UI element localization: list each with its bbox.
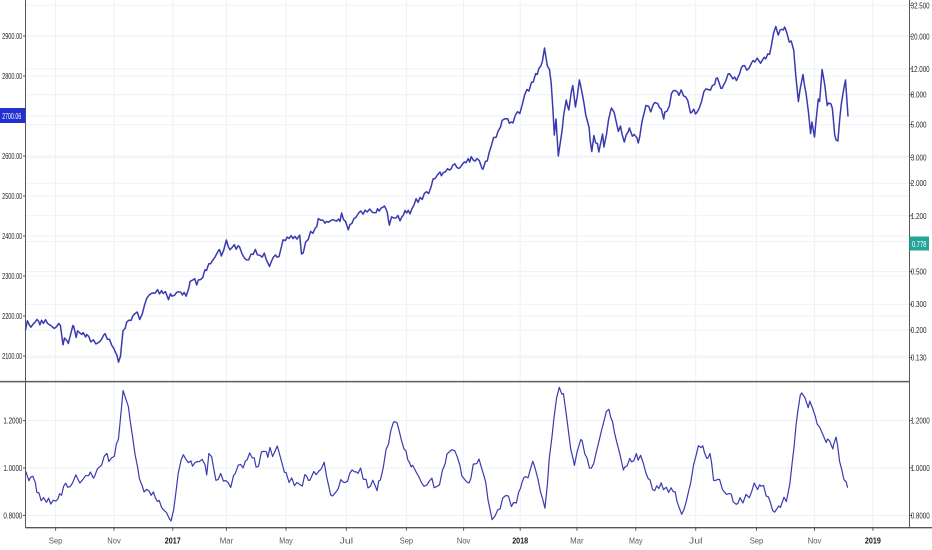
- svg-text:2800.00: 2800.00: [2, 71, 22, 81]
- svg-text:0.8000: 0.8000: [911, 511, 930, 521]
- svg-text:2017: 2017: [165, 536, 181, 546]
- svg-text:1.0000: 1.0000: [3, 463, 22, 473]
- svg-text:1.0000: 1.0000: [911, 463, 930, 473]
- svg-text:0.200: 0.200: [911, 325, 927, 335]
- svg-text:0.500: 0.500: [911, 267, 927, 277]
- svg-text:2018: 2018: [512, 536, 528, 546]
- svg-text:20.000: 20.000: [911, 31, 930, 41]
- svg-text:2100.00: 2100.00: [2, 351, 22, 361]
- svg-text:2400.00: 2400.00: [2, 231, 22, 241]
- svg-text:2600.00: 2600.00: [2, 151, 22, 161]
- svg-text:0.130: 0.130: [911, 353, 927, 363]
- svg-text:Nov: Nov: [107, 536, 121, 546]
- svg-text:Sep: Sep: [400, 536, 414, 546]
- svg-text:2300.00: 2300.00: [2, 271, 22, 281]
- svg-text:Sep: Sep: [750, 536, 764, 546]
- svg-text:1.2000: 1.2000: [3, 416, 22, 426]
- svg-text:32.500: 32.500: [911, 0, 930, 10]
- svg-text:12.000: 12.000: [911, 64, 930, 74]
- svg-text:Mar: Mar: [220, 536, 234, 546]
- svg-text:May: May: [279, 536, 293, 546]
- svg-text:5.000: 5.000: [911, 120, 927, 130]
- svg-text:Mar: Mar: [570, 536, 584, 546]
- svg-text:1.2000: 1.2000: [911, 416, 930, 426]
- svg-text:2900.00: 2900.00: [2, 31, 22, 41]
- svg-text:2500.00: 2500.00: [2, 191, 22, 201]
- svg-text:2.000: 2.000: [911, 178, 927, 188]
- svg-text:3.000: 3.000: [911, 152, 927, 162]
- svg-text:Nov: Nov: [457, 536, 471, 546]
- svg-text:2200.00: 2200.00: [2, 311, 22, 321]
- svg-text:8.000: 8.000: [911, 90, 927, 100]
- svg-text:0.8000: 0.8000: [3, 511, 22, 521]
- svg-text:Sep: Sep: [49, 536, 63, 546]
- svg-text:2700.06: 2700.06: [2, 111, 21, 121]
- svg-text:May: May: [629, 536, 643, 546]
- svg-text:1.200: 1.200: [911, 211, 927, 221]
- svg-text:0.778: 0.778: [912, 239, 926, 249]
- svg-text:Jul: Jul: [340, 536, 354, 546]
- svg-text:Jul: Jul: [689, 536, 703, 546]
- svg-text:2019: 2019: [865, 536, 881, 546]
- svg-text:0.300: 0.300: [911, 299, 927, 309]
- svg-text:Nov: Nov: [808, 536, 822, 546]
